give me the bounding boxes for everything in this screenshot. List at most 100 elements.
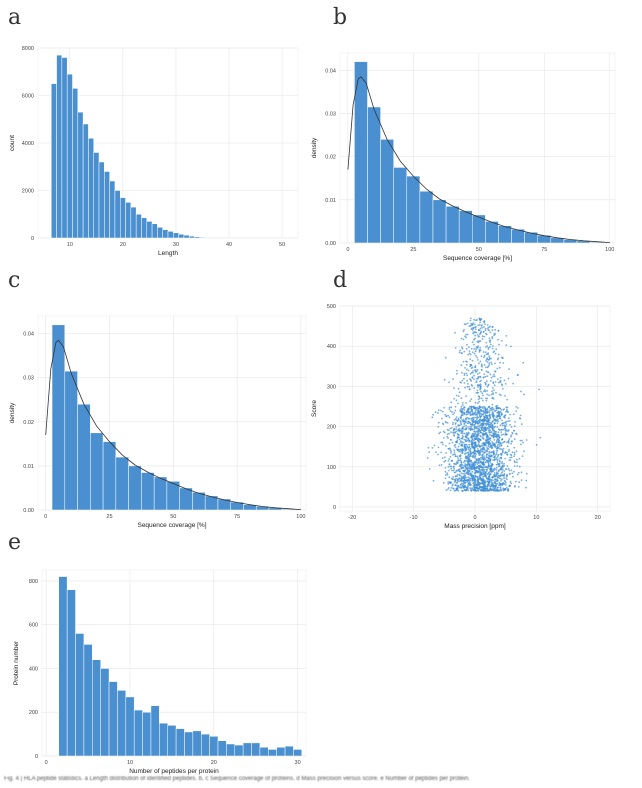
scatter-point bbox=[468, 439, 471, 442]
scatter-point bbox=[449, 449, 452, 451]
y-tick-label: 100 bbox=[327, 465, 336, 471]
scatter-point bbox=[469, 378, 472, 381]
scatter-point bbox=[490, 393, 493, 396]
scatter-point bbox=[483, 405, 486, 408]
scatter-point bbox=[440, 464, 443, 466]
scatter-point bbox=[453, 465, 455, 468]
scatter-point bbox=[454, 463, 457, 465]
scatter-point bbox=[480, 397, 483, 400]
scatter-point bbox=[465, 456, 468, 458]
scatter-point bbox=[481, 324, 483, 326]
scatter-point bbox=[461, 419, 463, 421]
scatter-point bbox=[441, 422, 444, 425]
histogram-bar bbox=[102, 441, 117, 511]
x-tick-label: -10 bbox=[410, 515, 418, 521]
scatter-point bbox=[486, 423, 489, 425]
scatter-point bbox=[437, 453, 439, 456]
scatter-point bbox=[498, 429, 501, 431]
scatter-point bbox=[467, 410, 470, 412]
scatter-point bbox=[456, 485, 459, 487]
scatter-point bbox=[461, 441, 464, 443]
scatter-point bbox=[467, 473, 470, 476]
scatter-point bbox=[466, 343, 468, 346]
scatter-point bbox=[520, 471, 523, 474]
scatter-point bbox=[466, 416, 469, 419]
scatter-point bbox=[465, 372, 468, 375]
scatter-point bbox=[445, 415, 448, 418]
histogram-bar bbox=[259, 746, 269, 757]
scatter-point bbox=[503, 379, 506, 382]
scatter-point bbox=[455, 426, 458, 428]
scatter-point bbox=[476, 407, 479, 410]
histogram-bar bbox=[209, 736, 219, 757]
scatter-point bbox=[498, 443, 500, 446]
scatter-point bbox=[428, 468, 431, 470]
scatter-point bbox=[510, 434, 513, 437]
scatter-point bbox=[461, 352, 463, 355]
scatter-point bbox=[457, 480, 459, 483]
y-tick-label: 0.04 bbox=[23, 332, 34, 338]
x-tick-label: 30 bbox=[295, 760, 301, 766]
scatter-point bbox=[460, 416, 463, 419]
scatter-point bbox=[471, 376, 474, 379]
scatter-point bbox=[490, 489, 493, 492]
scatter-point bbox=[456, 437, 459, 440]
scatter-point bbox=[452, 469, 455, 472]
scatter-point bbox=[470, 364, 472, 366]
scatter-point bbox=[465, 433, 468, 436]
histogram-bar bbox=[498, 225, 512, 244]
scatter-point bbox=[476, 420, 479, 422]
scatter-point bbox=[479, 464, 482, 467]
scatter-point bbox=[495, 457, 498, 459]
scatter-point bbox=[482, 442, 485, 444]
scatter-point bbox=[472, 326, 475, 329]
scatter-point bbox=[468, 481, 470, 483]
scatter-point bbox=[452, 487, 455, 490]
scatter-point bbox=[477, 345, 479, 348]
scatter-point bbox=[484, 351, 487, 353]
scatter-point bbox=[456, 487, 459, 490]
scatter-point bbox=[461, 482, 463, 484]
scatter-point bbox=[461, 347, 464, 350]
scatter-point bbox=[489, 470, 492, 473]
scatter-point bbox=[503, 462, 505, 465]
scatter-point bbox=[460, 472, 463, 475]
scatter-point bbox=[483, 326, 485, 328]
scatter-point bbox=[468, 428, 470, 430]
scatter-point bbox=[499, 380, 501, 383]
scatter-point bbox=[500, 442, 503, 445]
scatter-point bbox=[465, 348, 468, 350]
scatter-point bbox=[461, 379, 464, 382]
scatter-point bbox=[435, 451, 437, 453]
scatter-point bbox=[486, 456, 488, 459]
scatter-point bbox=[470, 452, 473, 455]
scatter-point bbox=[519, 414, 522, 417]
x-tick-label: 75 bbox=[541, 247, 547, 253]
scatter-point bbox=[484, 412, 487, 415]
scatter-point bbox=[460, 479, 462, 482]
histogram-bar bbox=[128, 465, 142, 511]
scatter-point bbox=[483, 468, 486, 471]
scatter-point bbox=[447, 465, 450, 468]
scatter-point bbox=[502, 447, 505, 450]
scatter-point bbox=[477, 359, 479, 361]
scatter-point bbox=[470, 459, 473, 462]
scatter-point bbox=[476, 416, 479, 419]
scatter-point bbox=[455, 469, 458, 472]
scatter-point bbox=[503, 408, 505, 411]
scatter-point bbox=[473, 452, 475, 455]
scatter-point bbox=[447, 447, 450, 450]
scatter-point bbox=[481, 335, 484, 338]
x-tick-label: 25 bbox=[410, 247, 416, 253]
x-axis-label: Sequence coverage [%] bbox=[137, 522, 206, 529]
scatter-point bbox=[486, 385, 489, 388]
scatter-point bbox=[500, 409, 503, 411]
scatter-point bbox=[488, 475, 490, 478]
scatter-point bbox=[499, 468, 502, 471]
scatter-point bbox=[489, 478, 492, 481]
scatter-point bbox=[476, 356, 479, 359]
scatter-point bbox=[459, 349, 462, 352]
scatter-point bbox=[500, 433, 503, 436]
scatter-point bbox=[464, 448, 466, 451]
scatter-point bbox=[478, 428, 481, 430]
